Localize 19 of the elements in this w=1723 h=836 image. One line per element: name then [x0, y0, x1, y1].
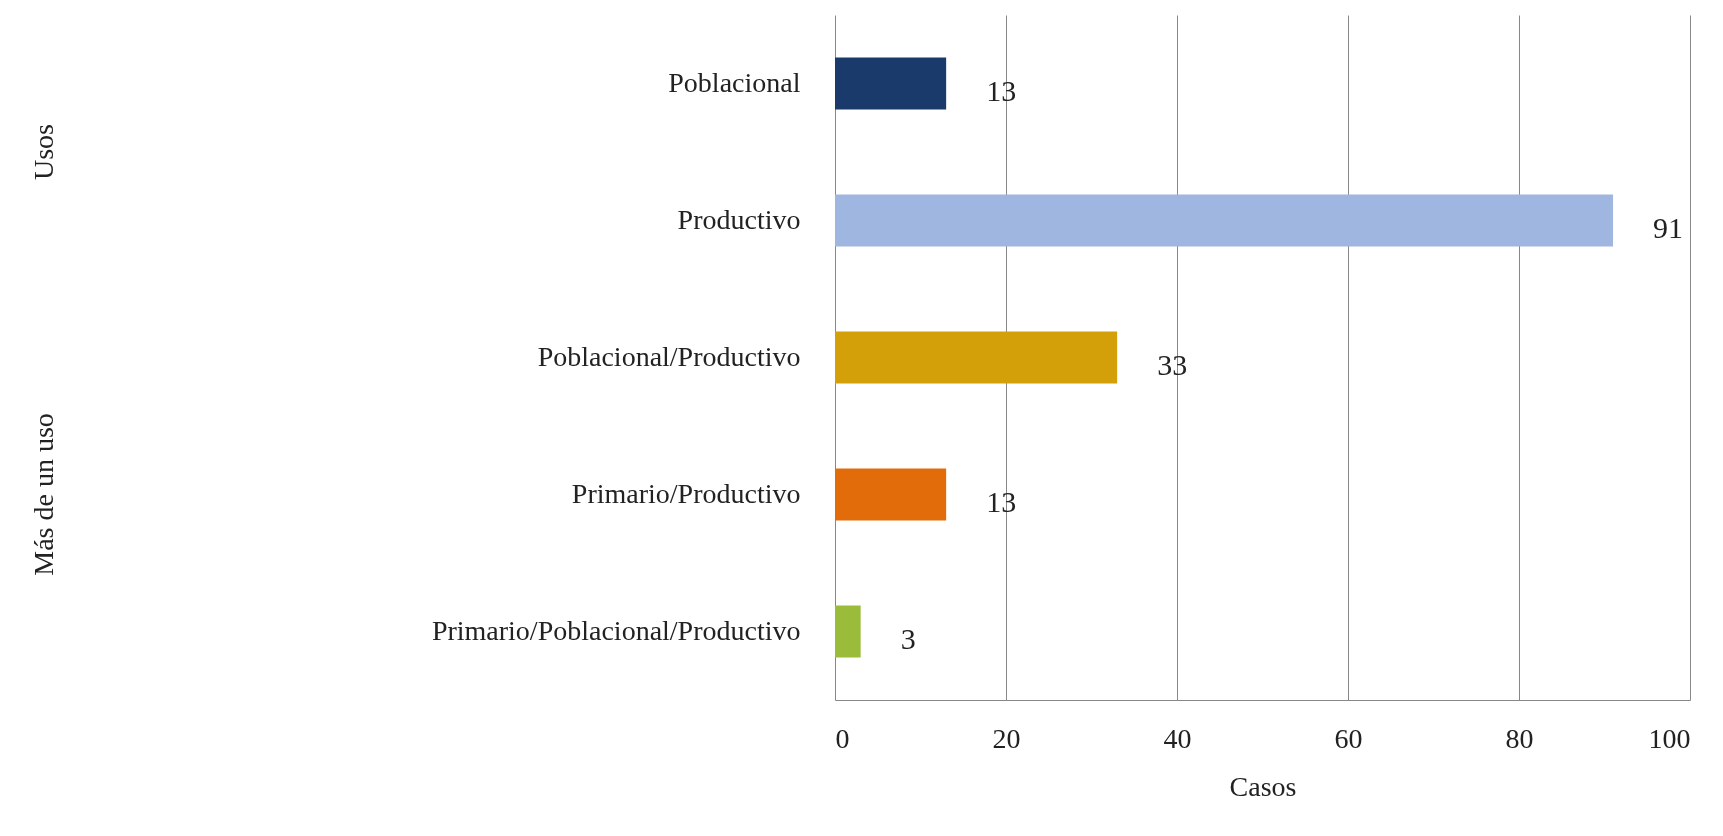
data-label: 13 [986, 484, 1017, 518]
data-label: 91 [1653, 210, 1684, 244]
text: Usos [28, 123, 59, 181]
x-tick-label: 100 [1648, 722, 1691, 754]
y-tick-label: Primario/Productivo [571, 477, 801, 509]
y-tick-label: Poblacional [668, 66, 801, 98]
x-tick-label: 60 [1334, 722, 1363, 754]
x-tick-label: 20 [992, 722, 1021, 754]
y-tick-label: Poblacional/Productivo [537, 340, 801, 372]
y-tick-label: Productivo [677, 203, 801, 235]
x-tick-label: 0 [835, 722, 850, 754]
data-label: 3 [900, 621, 916, 655]
y-tick-label: Primario/Poblacional/Productivo [431, 614, 801, 646]
x-tick-label: 40 [1163, 722, 1192, 754]
text: Más de un uso [28, 413, 59, 576]
data-label: 33 [1157, 347, 1188, 381]
data-label: 13 [986, 73, 1017, 107]
x-axis-title: Casos [1229, 770, 1297, 802]
x-tick-label: 80 [1505, 722, 1534, 754]
